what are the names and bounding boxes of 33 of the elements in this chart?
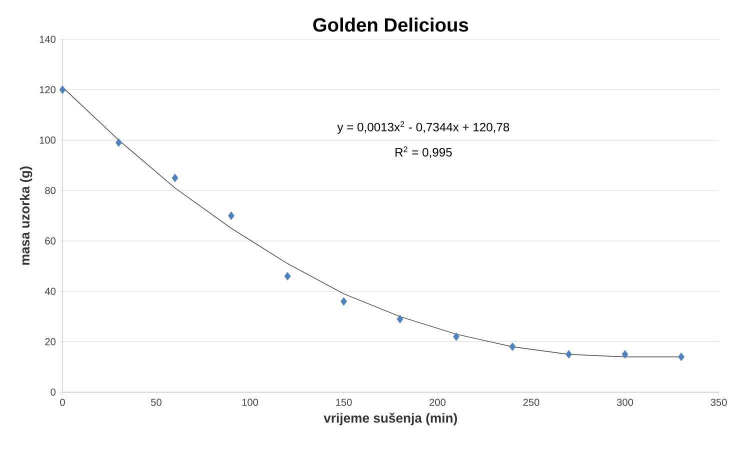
point <box>172 174 178 182</box>
y-tick-label: 100 <box>40 136 56 144</box>
chart-title: Golden Delicious <box>313 18 468 32</box>
point <box>116 138 122 148</box>
point <box>59 86 66 94</box>
x-tick-label: 300 <box>616 398 634 406</box>
annotation: y = 0,0013x$^{2}$ - 0,7344x + 120,78 <box>337 121 510 134</box>
x-axis-title: vrijeme sušenja (min) <box>324 412 457 426</box>
y-tick-label: 60 <box>45 238 56 245</box>
point <box>340 297 347 306</box>
y-tick-label: 40 <box>44 288 56 296</box>
y-tick-label: 120 <box>40 86 56 94</box>
point <box>228 212 234 220</box>
y-tick-label: 140 <box>40 36 56 44</box>
x-tick-label: 250 <box>523 398 540 406</box>
x-tick-label: 0 <box>60 398 65 406</box>
x-tick-label: 200 <box>430 398 446 406</box>
x-tick-label: 350 <box>710 398 727 406</box>
x-tick-label: 100 <box>242 398 258 406</box>
y-tick-label: 20 <box>45 338 56 346</box>
point <box>622 350 628 359</box>
point <box>566 350 572 359</box>
x-tick-label: 150 <box>336 398 352 406</box>
point <box>284 272 291 281</box>
point <box>678 352 684 362</box>
point <box>396 315 404 324</box>
x-tick-label: 50 <box>151 398 162 406</box>
y-axis-title: masa uzorka (g) <box>20 166 32 265</box>
y-tick-label: 80 <box>45 187 56 194</box>
y-tick-label: 0 <box>50 388 56 396</box>
annotation: R$^{2}$ = 0,995 <box>396 146 452 158</box>
point <box>509 342 516 352</box>
point <box>453 332 460 342</box>
